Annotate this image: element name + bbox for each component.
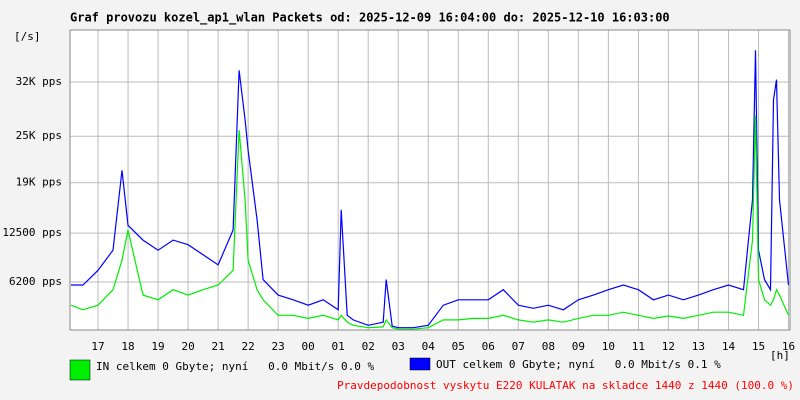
y-tick-label: 32K pps — [16, 75, 62, 88]
legend-swatch — [69, 359, 91, 381]
x-tick-label: 04 — [422, 340, 436, 353]
x-tick-label: 10 — [602, 340, 615, 353]
x-tick-label: 16 — [782, 340, 795, 353]
legend-swatch — [409, 357, 431, 371]
x-tick-label: 22 — [241, 340, 254, 353]
x-tick-label: 02 — [362, 340, 375, 353]
x-tick-label: 08 — [542, 340, 555, 353]
x-tick-label: 00 — [302, 340, 315, 353]
y-unit: [/s] — [14, 30, 41, 43]
footer: Pravdepodobnost vyskytu E220 KULATAK na … — [337, 379, 794, 392]
x-tick-label: 21 — [211, 340, 224, 353]
legend-label: IN celkem 0 Gbyte; nyní 0.0 Mbit/s 0.0 % — [96, 360, 375, 373]
x-tick-label: 20 — [181, 340, 194, 353]
chart-title: Graf provozu kozel_ap1_wlan Packets od: … — [70, 11, 670, 26]
x-tick-label: 13 — [692, 340, 705, 353]
x-tick-label: 11 — [632, 340, 645, 353]
y-tick-label: 25K pps — [16, 129, 62, 142]
x-tick-label: 01 — [332, 340, 345, 353]
x-tick-label: 17 — [91, 340, 104, 353]
legend-label: OUT celkem 0 Gbyte; nyní 0.0 Mbit/s 0.1 … — [436, 358, 721, 371]
x-unit: [h] — [770, 349, 790, 362]
y-tick-label: 6200 pps — [9, 275, 62, 288]
x-tick-label: 23 — [272, 340, 285, 353]
y-tick-label: 19K pps — [16, 176, 62, 189]
x-tick-label: 12 — [662, 340, 675, 353]
x-tick-label: 07 — [512, 340, 525, 353]
x-tick-label: 19 — [151, 340, 164, 353]
x-tick-label: 09 — [572, 340, 585, 353]
x-tick-label: 18 — [121, 340, 134, 353]
x-tick-label: 06 — [482, 340, 495, 353]
y-tick-label: 12500 pps — [2, 226, 62, 239]
plot-border — [69, 29, 791, 331]
plot-area — [70, 30, 790, 330]
series-line — [71, 50, 790, 329]
series-line — [70, 115, 790, 330]
x-tick-label: 03 — [392, 340, 405, 353]
x-tick-label: 14 — [722, 340, 736, 353]
x-tick-label: 15 — [752, 340, 765, 353]
x-tick-label: 05 — [452, 340, 465, 353]
